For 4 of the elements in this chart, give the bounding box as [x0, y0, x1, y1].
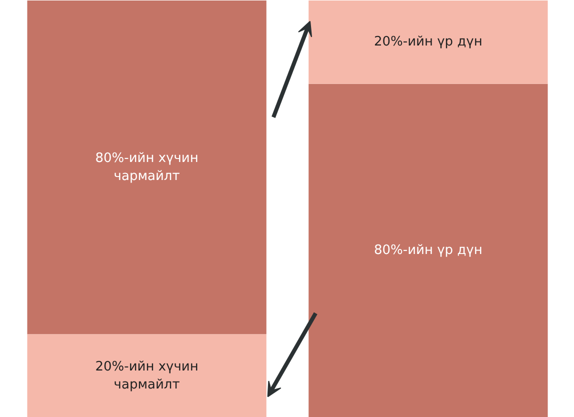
data-label: 80%-ийн үр дүн: [374, 243, 482, 258]
data-label: 80%-ийн хүчин чармайлт: [95, 150, 198, 184]
data-label: 20%-ийн хүчин чармайлт: [95, 359, 198, 392]
data-label: 20%-ийн үр дүн: [374, 34, 482, 50]
